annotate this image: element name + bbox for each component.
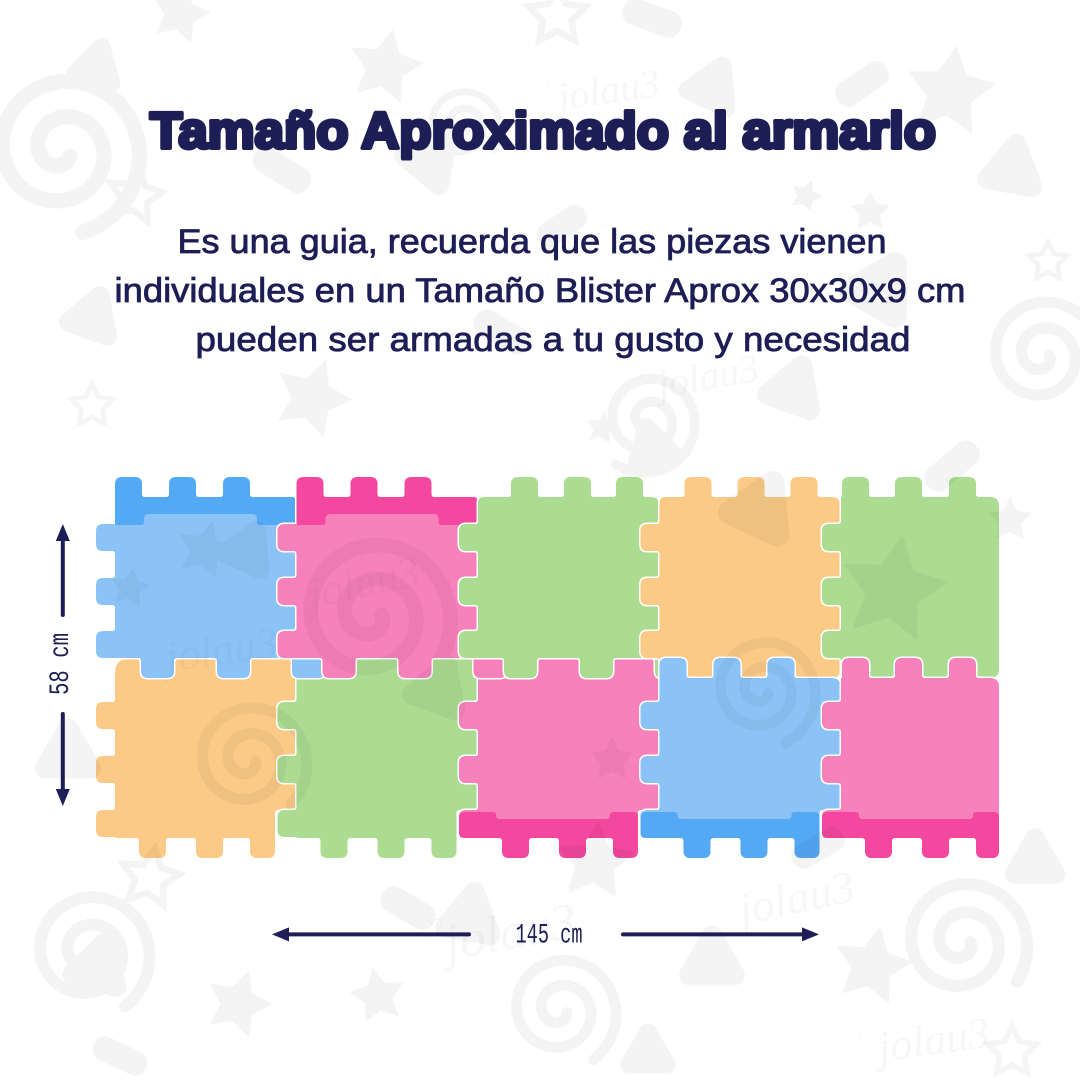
svg-text:145 cm: 145 cm	[516, 921, 583, 952]
svg-text:58 cm: 58 cm	[46, 633, 77, 695]
svg-text:Tamaño Aproximado al armarlo: Tamaño Aproximado al armarlo	[150, 102, 936, 159]
svg-text:pueden ser armadas a tu gusto: pueden ser armadas a tu gusto y necesida…	[196, 321, 911, 359]
svg-text:Es una guia, recuerda que las: Es una guia, recuerda que las piezas vie…	[178, 223, 887, 261]
svg-text:individuales en un Tamaño Blis: individuales en un Tamaño Blister Aprox …	[115, 272, 966, 310]
